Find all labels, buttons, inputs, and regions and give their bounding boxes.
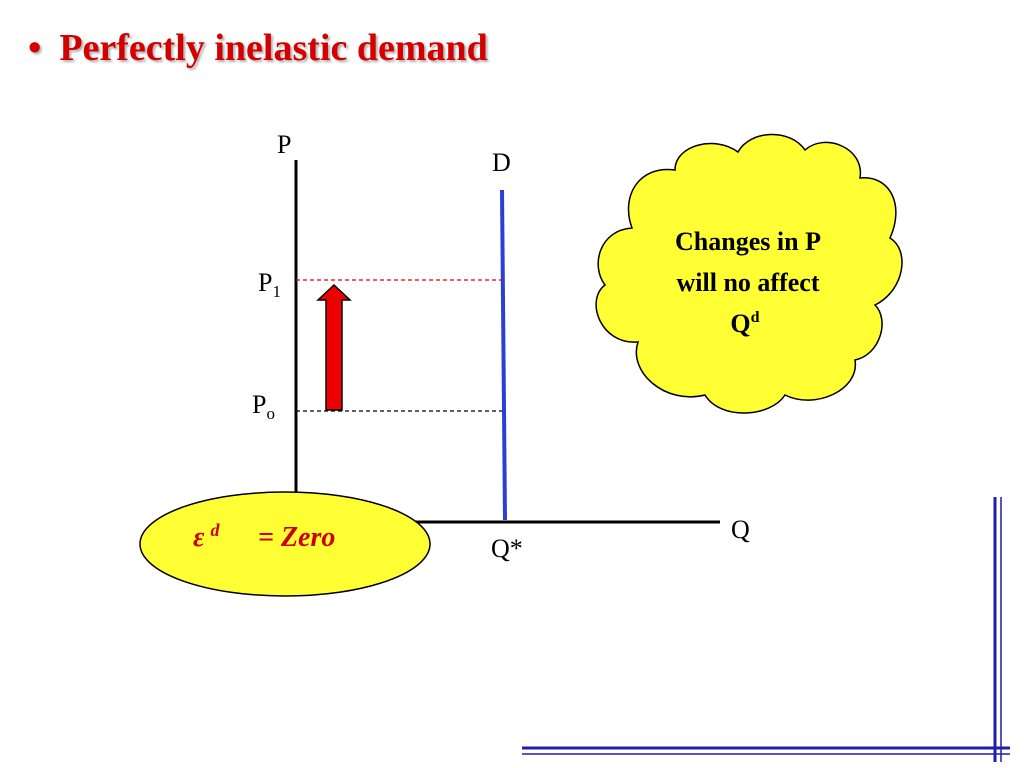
price-high-label: P1 — [258, 268, 281, 301]
cloud-line-2: will no affect — [677, 268, 820, 297]
quantity-label: Q* — [491, 534, 523, 563]
title-text: Perfectly inelastic demand — [59, 27, 488, 69]
demand-label: D — [492, 148, 511, 177]
price-low-label: Po — [252, 390, 275, 423]
x-axis-label: Q — [731, 515, 750, 544]
price-increase-arrow — [316, 283, 352, 411]
cloud-line-3: Qd — [730, 309, 759, 338]
slide-title: • Perfectly inelastic demand — [28, 26, 488, 70]
y-axis-label: P — [277, 130, 291, 159]
thought-cloud: Changes in P will no affect Qd — [595, 133, 903, 414]
elasticity-value: = Zero — [258, 522, 335, 553]
title-bullet: • — [28, 27, 42, 69]
slide-frame-decoration — [522, 497, 1010, 762]
demand-line — [500, 189, 507, 521]
cloud-line-1: Changes in P — [675, 227, 821, 256]
